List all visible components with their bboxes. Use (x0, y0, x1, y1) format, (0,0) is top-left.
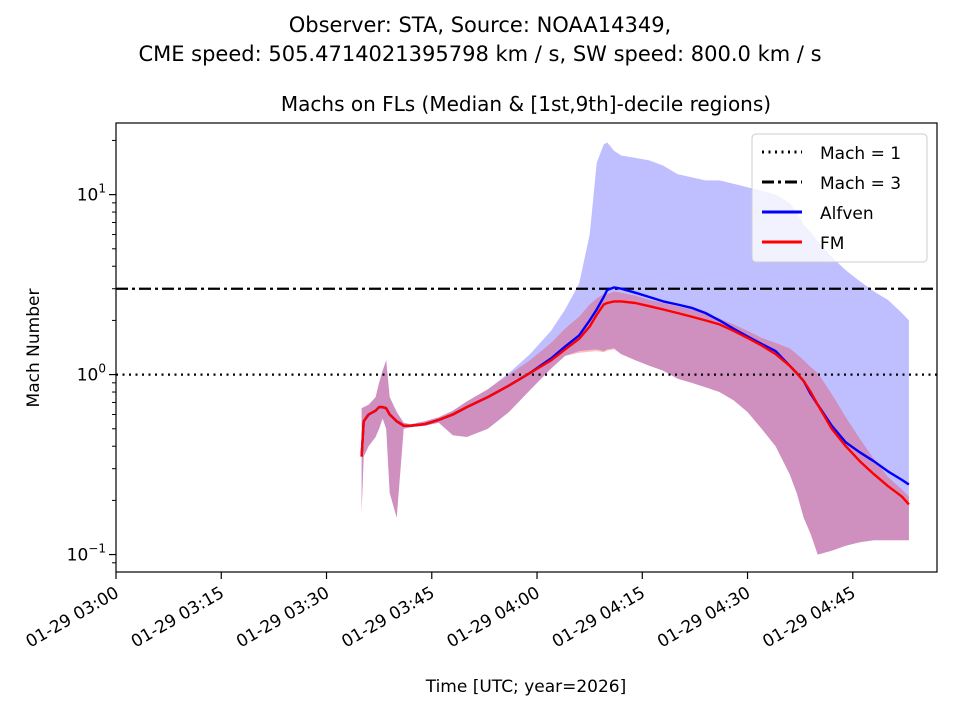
figure-title-line2: CME speed: 505.4714021395798 km / s, SW … (138, 42, 821, 66)
plot-frame (115, 122, 938, 573)
chart-title: Machs on FLs (Median & [1st,9th]-decile … (281, 92, 771, 116)
legend-label-mach1: Mach = 1 (820, 144, 901, 164)
legend-box (751, 133, 928, 263)
y-tick-label: 10−1 (67, 542, 106, 566)
y-axis-ticks: 10−1 100 101 (67, 139, 116, 566)
line-fm (360, 300, 910, 506)
x-tick-label: 01-29 04:30 (654, 583, 754, 652)
y-axis-label: Mach Number (24, 289, 44, 408)
y-tick-label: 101 (77, 182, 106, 206)
y-tick-label: 100 (77, 362, 106, 386)
x-tick-label: 01-29 04:45 (759, 583, 859, 652)
legend-label-alfven: Alfven (820, 204, 874, 224)
legend: Mach = 1 Mach = 3 Alfven FM (751, 133, 928, 263)
x-tick-label: 01-29 04:00 (444, 583, 544, 652)
x-tick-label: 01-29 03:00 (23, 583, 123, 652)
legend-label-mach3: Mach = 3 (820, 174, 901, 194)
x-tick-label: 01-29 03:15 (128, 583, 228, 652)
x-axis-label: Time [UTC; year=2026] (425, 677, 627, 697)
median-lines (360, 286, 910, 506)
x-axis-ticks: 01-29 03:00 01-29 03:15 01-29 03:30 01-29 0… (23, 572, 859, 652)
figure-title-line1: Observer: STA, Source: NOAA14349, (289, 13, 672, 37)
legend-label-fm: FM (820, 234, 844, 254)
x-tick-label: 01-29 03:30 (233, 583, 333, 652)
band-fm (361, 291, 909, 555)
x-tick-label: 01-29 03:45 (338, 583, 438, 652)
x-tick-label: 01-29 04:15 (549, 583, 649, 652)
